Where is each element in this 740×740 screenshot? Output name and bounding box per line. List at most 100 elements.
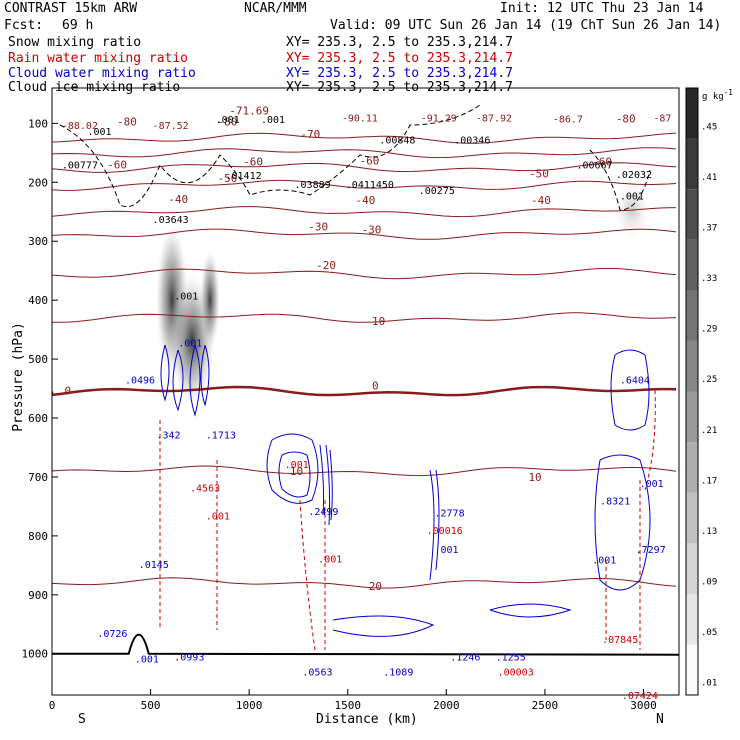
isotherm-label: -50 — [218, 172, 238, 185]
legend-cloud-name: Cloud water mixing ratio — [8, 66, 196, 81]
isotherm--10 — [52, 312, 677, 323]
extremum-label: .001 — [174, 291, 198, 302]
snow-shading — [156, 180, 650, 405]
isotherm-label: -40 — [356, 194, 376, 207]
cloud-cell-northern-upper — [610, 349, 650, 431]
colorbar-cell-0 — [686, 644, 698, 695]
isotherm--40 — [52, 206, 677, 218]
extremum-label: -86.7 — [553, 115, 583, 126]
y-tick-label-800: 800 — [28, 530, 48, 543]
extremum-label: .00667 — [576, 161, 612, 172]
legend-snow-name: Snow mixing ratio — [8, 35, 142, 50]
plot-border — [51, 87, 680, 696]
extremum-label: .0993 — [174, 653, 204, 664]
extremum-label: .00777 — [62, 161, 98, 172]
x-tick-label-0: 0 — [49, 699, 56, 712]
rain-contours — [159, 389, 656, 651]
isotherm-label: -20 — [316, 259, 336, 272]
snow-plume-column — [200, 250, 220, 350]
isotherm--50 — [52, 179, 677, 191]
y-tick-label-200: 200 — [28, 176, 48, 189]
terrain-surface — [52, 633, 680, 656]
extremum-label: .1255 — [496, 653, 526, 664]
colorbar-cell-11 — [686, 88, 698, 139]
isotherm--30 — [52, 228, 677, 240]
extremum-label: .001 — [435, 545, 459, 556]
extremum-label: .001 — [135, 654, 159, 665]
legend-rain-xy: XY= 235.3, 2.5 to 235.3,214.7 — [286, 51, 513, 66]
extremum-label: -87.52 — [153, 121, 189, 132]
extremum-label: .8321 — [600, 497, 630, 508]
cloud-cell-central — [266, 433, 319, 504]
extremum-label: .001 — [285, 460, 309, 471]
colorbar-cell-5 — [686, 391, 698, 443]
isotherm-label: 0 — [64, 384, 71, 397]
extremum-label: .2778 — [435, 508, 465, 519]
south-marker: S — [78, 712, 86, 727]
extremum-label: .001 — [206, 511, 230, 522]
colorbar-label: .01 — [701, 679, 717, 689]
colorbar-cell-9 — [686, 189, 698, 240]
isotherm-0 — [52, 385, 677, 397]
legend-rain-name: Rain water mixing ratio — [8, 51, 189, 66]
colorbar-cell-2 — [686, 543, 698, 594]
colorbar-label: .05 — [701, 628, 717, 638]
extremum-label: -87 — [653, 113, 671, 124]
forecast-label: Fcst: — [4, 18, 44, 33]
colorbar-label: .45 — [701, 122, 717, 132]
extremum-label: -91.29 — [421, 113, 457, 124]
extremum-label: .07424 — [622, 691, 658, 702]
y-tick-label-600: 600 — [28, 412, 48, 425]
colorbar-label: .17 — [701, 476, 717, 486]
extremum-label: .001 — [620, 191, 644, 202]
forecast-hours: 69 h — [62, 18, 94, 33]
extremum-label: .00848 — [379, 135, 415, 146]
y-tick-label-300: 300 — [28, 235, 48, 248]
source-label: NCAR/MMM — [244, 1, 307, 16]
extremum-label: .00003 — [498, 667, 534, 678]
y-axis-title: Pressure (hPa) — [10, 322, 26, 432]
extremum-label: .1089 — [383, 667, 413, 678]
isotherm-label: -40 — [168, 193, 188, 206]
isotherm-label: -30 — [361, 223, 381, 236]
extremum-label: .0726 — [97, 629, 127, 640]
extremum-label: .001 — [592, 555, 616, 566]
colorbar-label: .29 — [701, 325, 717, 335]
colorbar-cell-7 — [686, 290, 698, 341]
isotherm-label: -30 — [308, 220, 328, 233]
extremum-label: .01412 — [226, 171, 262, 182]
isotherm-label: -80 — [117, 116, 137, 129]
legend-cloud-xy: XY= 235.3, 2.5 to 235.3,214.7 — [286, 66, 513, 81]
cloud-cell-mid — [429, 469, 440, 581]
colorbar-label: .21 — [701, 426, 717, 436]
extremum-label: .0563 — [302, 667, 332, 678]
extremum-label: .07845 — [602, 635, 638, 646]
colorbar-unit: g kg-1 — [702, 88, 733, 102]
extremum-label: .0145 — [139, 560, 169, 571]
cloud-ice-contours — [59, 104, 651, 211]
cloud-cell-central-east — [319, 444, 333, 526]
isotherm-label: -60 — [107, 159, 127, 172]
extremum-label: .7297 — [636, 545, 666, 556]
isotherm-label: -40 — [531, 194, 551, 207]
isotherm-label: -71.69 — [229, 104, 269, 117]
init-time: Init: 12 UTC Thu 23 Jan 14 — [500, 1, 704, 16]
x-tick-label-2500: 2500 — [532, 699, 559, 712]
extremum-label: .342 — [157, 431, 181, 442]
isotherm-label: 0 — [372, 380, 379, 393]
colorbar-label: .33 — [701, 274, 717, 284]
colorbar-label: .37 — [701, 224, 717, 234]
extremum-label: .03889 — [295, 180, 331, 191]
x-tick-label-3000: 3000 — [630, 699, 657, 712]
temperature-contours — [52, 132, 677, 589]
isotherm--80 — [52, 132, 677, 144]
extremum-label: .001 — [261, 115, 285, 126]
colorbar-cell-8 — [686, 239, 698, 291]
extremum-label: -87.92 — [476, 113, 512, 124]
extremum-label: .00275 — [419, 186, 455, 197]
colorbar-cell-4 — [686, 442, 698, 493]
extremum-label: .4563 — [190, 484, 220, 495]
x-tick-label-500: 500 — [141, 699, 161, 712]
